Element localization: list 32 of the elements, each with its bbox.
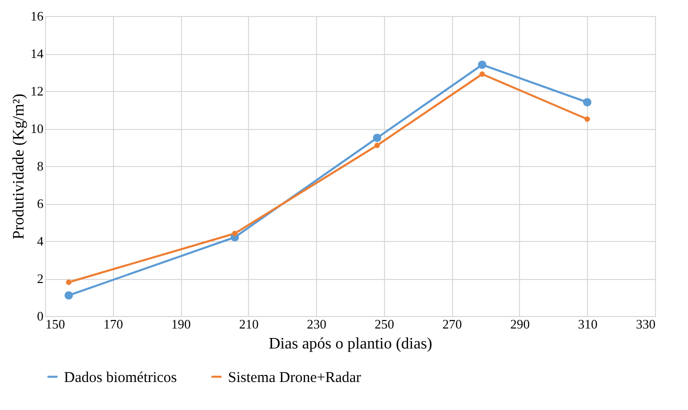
y-tick-label: 10 <box>30 121 44 136</box>
y-tick-label: 2 <box>37 271 44 286</box>
y-axis-title: Produtividade (Kg/m²) <box>10 94 28 240</box>
x-tick-label: 330 <box>636 316 656 332</box>
y-tick-label: 4 <box>37 234 44 248</box>
x-tick-label: 150 <box>46 316 65 332</box>
x-axis-title: Dias após o plantio (dias) <box>268 336 432 352</box>
point <box>374 142 380 148</box>
x-tick-label: 290 <box>510 316 530 332</box>
legend-label: Dados biométricos <box>64 370 178 386</box>
x-tick-label: 270 <box>442 316 462 332</box>
x-tick-label: 190 <box>171 316 191 332</box>
x-tick-label: 250 <box>374 316 394 332</box>
x-tick-label: 210 <box>239 316 259 332</box>
y-tick-label: 6 <box>37 196 44 211</box>
y-tick-label: 0 <box>37 308 44 324</box>
point <box>372 134 382 142</box>
y-tick-label: 12 <box>30 84 44 98</box>
y-tick-label: 14 <box>30 46 44 61</box>
y-tick-label: 16 <box>30 8 44 24</box>
x-tick-label: 310 <box>578 316 598 332</box>
point <box>584 116 590 122</box>
point <box>64 291 73 300</box>
point <box>478 60 486 69</box>
point <box>232 230 238 236</box>
point <box>66 280 72 285</box>
x-tick-label: 170 <box>104 316 124 332</box>
point <box>583 98 592 106</box>
x-tick-label: 230 <box>306 316 326 332</box>
legend-label: Sistema Drone+Radar <box>228 370 362 386</box>
point <box>479 71 485 77</box>
y-tick-label: 8 <box>37 158 44 174</box>
